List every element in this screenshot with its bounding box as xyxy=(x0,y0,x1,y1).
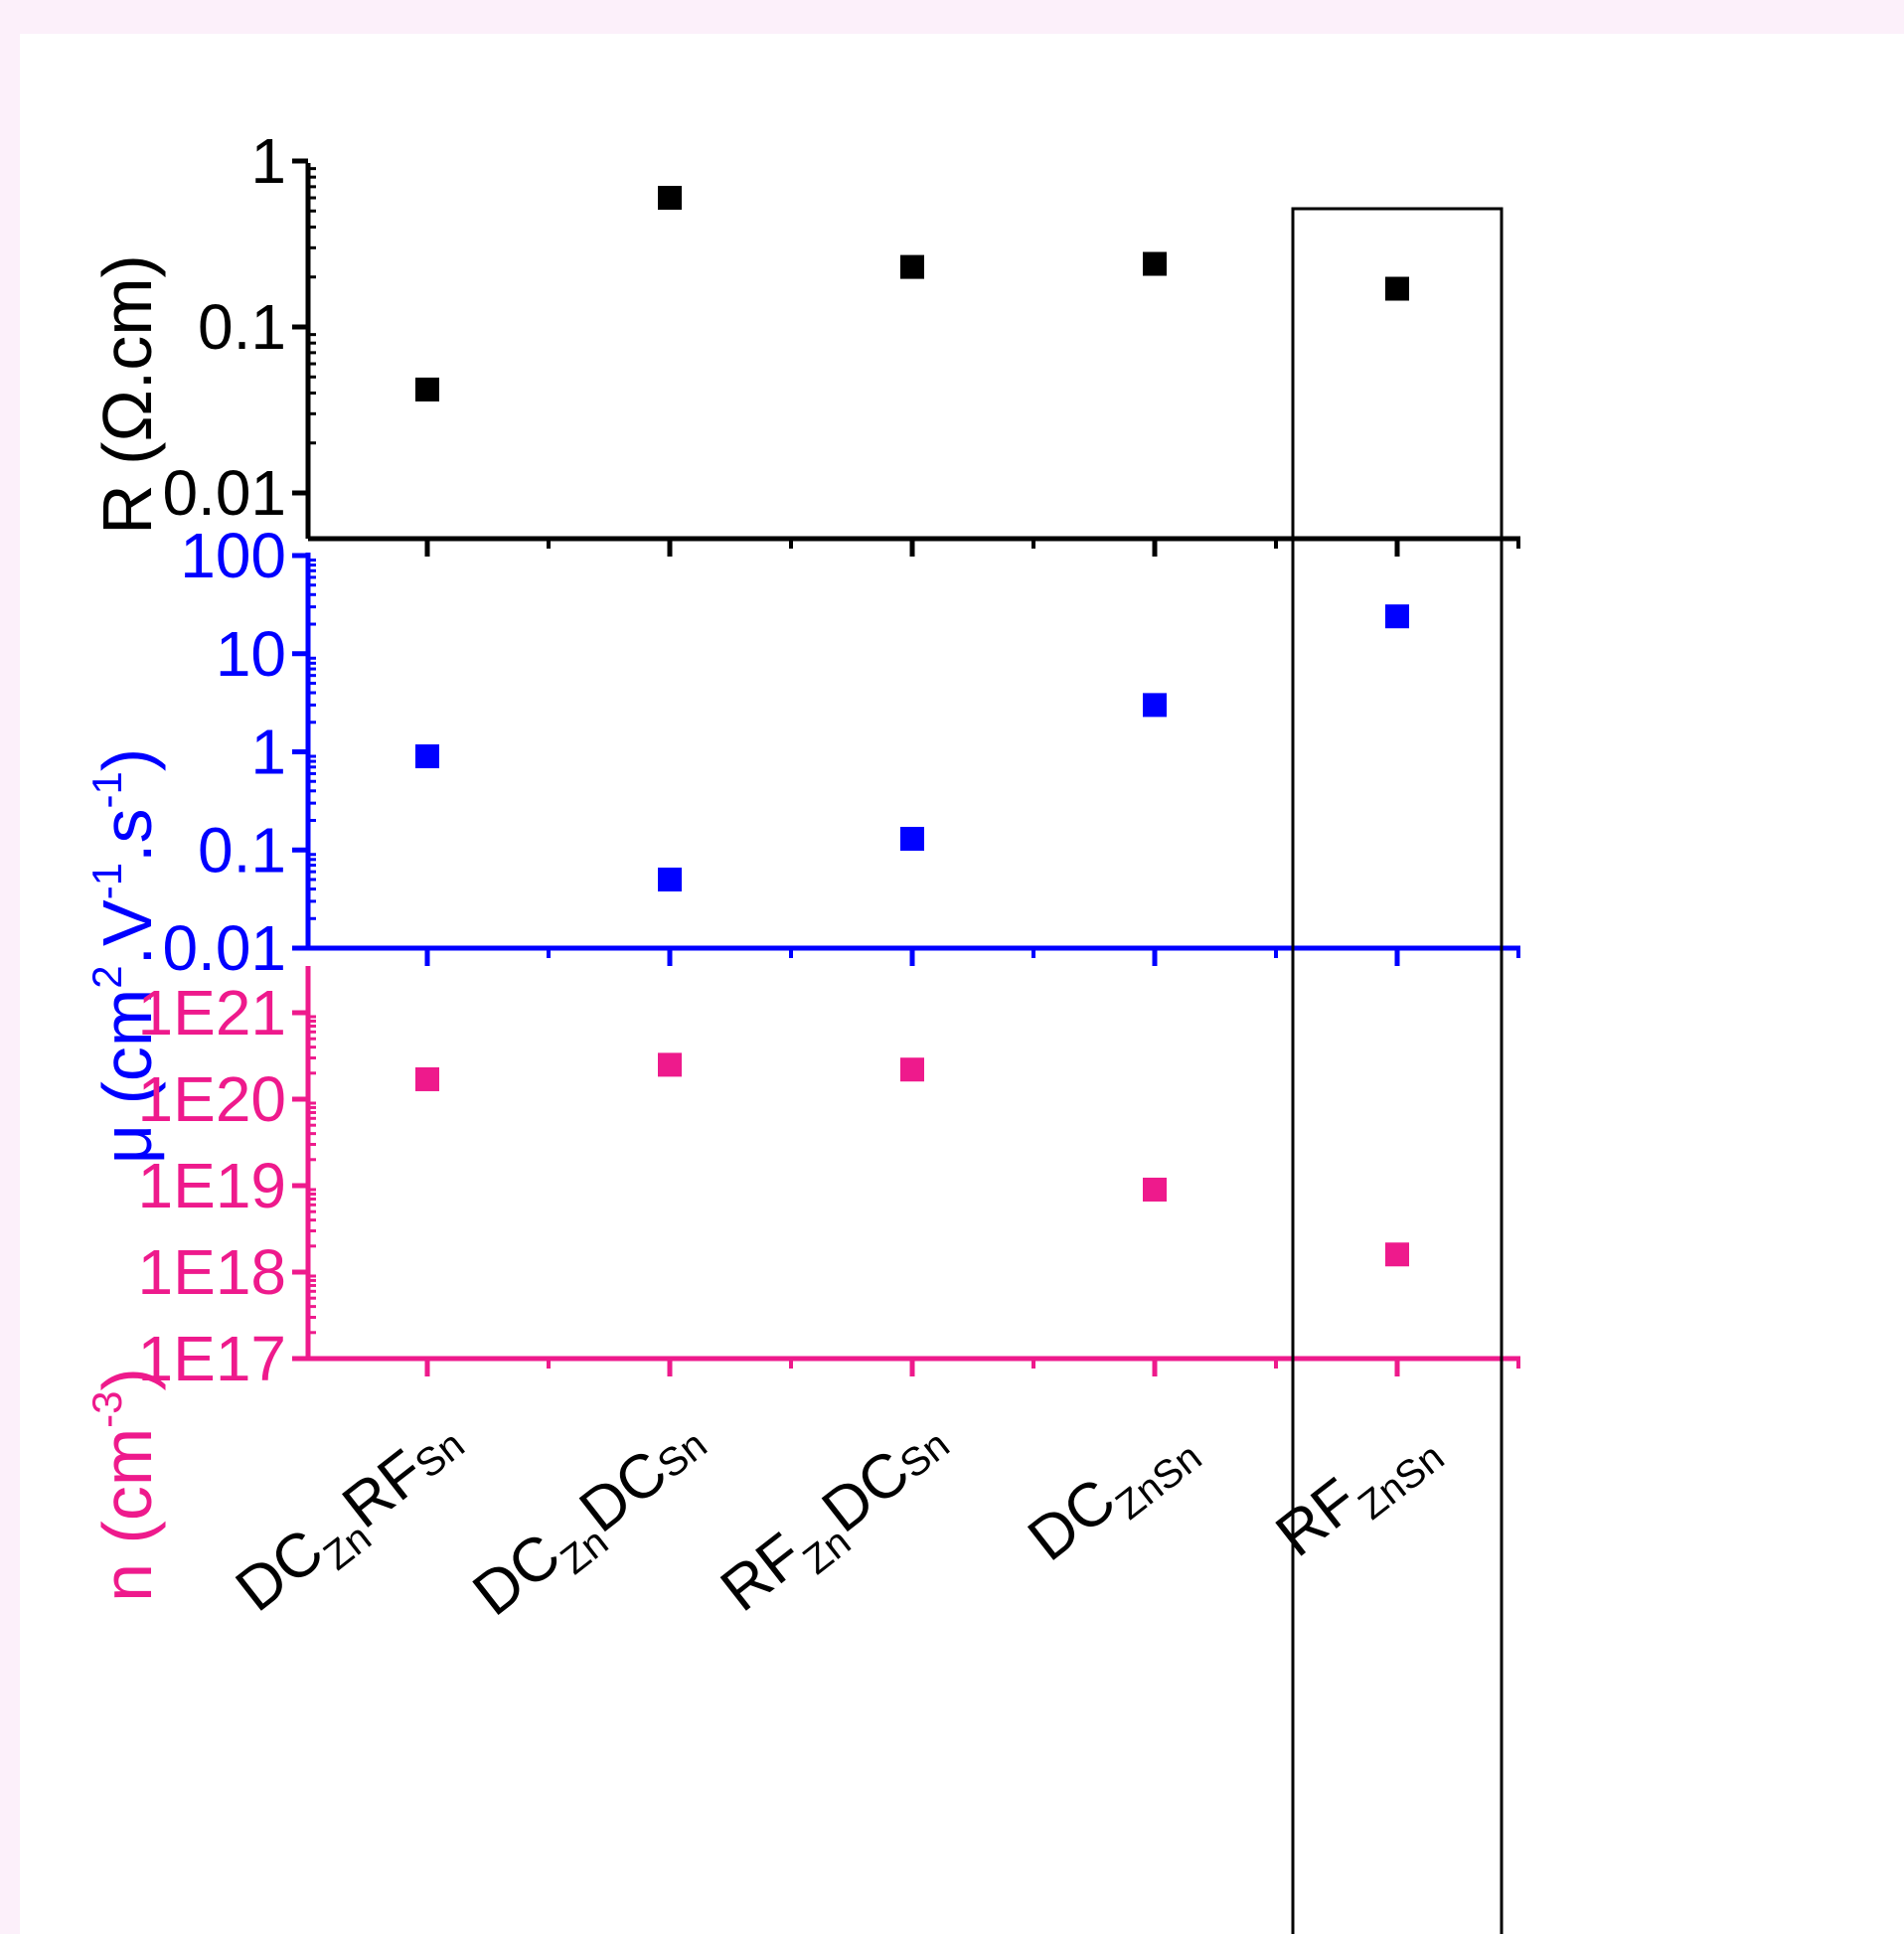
resistivity-point xyxy=(900,254,924,279)
mobility-tick-label: 100 xyxy=(180,520,286,591)
marks-layer xyxy=(415,186,1409,1267)
x-category-label-part: DC xyxy=(461,1521,573,1630)
x-category-label: DCZnRFSn xyxy=(224,1407,482,1634)
carrier_density-tick-label: 1E19 xyxy=(138,1150,286,1221)
mobility-point xyxy=(1385,604,1409,629)
resistivity-tick-label: 0.1 xyxy=(198,291,286,363)
carrier_density-tick-label: 1E21 xyxy=(138,977,286,1048)
mobility-point xyxy=(658,867,682,891)
mu-title-sup2: -1 xyxy=(83,863,130,899)
n-title-base: n (cm xyxy=(88,1428,166,1602)
carrier_density-tick-label: 1E20 xyxy=(138,1063,286,1135)
x-category-label: RFZnDCSn xyxy=(709,1407,967,1634)
carrier_density-point xyxy=(1143,1177,1167,1202)
mu-title-mid2: .s xyxy=(88,808,166,862)
carrier_density-point xyxy=(658,1052,682,1077)
mu-title-mid1: .V xyxy=(88,899,166,965)
mobility-point xyxy=(900,826,924,851)
n-title-end: ) xyxy=(88,1368,166,1390)
x-category-label: DCZnDCSn xyxy=(461,1407,725,1638)
r-axis-title: R (Ω.cm) xyxy=(88,254,166,535)
mu-title-base: μ (cm xyxy=(88,989,166,1164)
resistivity-point xyxy=(1143,251,1167,276)
mu-title-end: ) xyxy=(88,748,166,771)
mobility-tick-label: 0.1 xyxy=(198,814,286,886)
carrier_density-tick-label: 1E17 xyxy=(138,1323,286,1394)
mu-axis-title: μ (cm2.V-1.s-1) xyxy=(83,748,166,1164)
x-category-label-part: DC xyxy=(1016,1466,1128,1575)
mobility-tick-label: 10 xyxy=(216,618,286,690)
x-category-label-part: ZnSn xyxy=(1350,1435,1452,1529)
x-category-label-part: DC xyxy=(224,1516,336,1625)
carrier_density-point xyxy=(900,1057,924,1082)
resistivity-point xyxy=(658,186,682,211)
x-category-label-part: RF xyxy=(1264,1466,1371,1570)
x-category-label-part: ZnSn xyxy=(1108,1435,1209,1529)
resistivity-tick-label: 1 xyxy=(250,125,286,197)
carrier_density-point xyxy=(415,1066,439,1091)
resistivity-point xyxy=(1385,276,1409,301)
x-category-label-part: RF xyxy=(709,1521,816,1625)
mobility-point xyxy=(415,744,439,769)
mobility-point xyxy=(1143,693,1167,718)
highlight-box xyxy=(1291,207,1504,1934)
resistivity-point xyxy=(415,377,439,402)
mobility-tick-label: 0.01 xyxy=(162,912,286,984)
chart-svg: R (Ω.cm) μ (cm2.V-1.s-1) n (cm-3) 0.010.… xyxy=(83,125,1520,1934)
carrier_density-tick-label: 1E18 xyxy=(138,1236,286,1308)
n-axis-title: n (cm-3) xyxy=(83,1368,166,1602)
carrier_density-point xyxy=(1385,1242,1409,1267)
axes-layer: 0.01 0.1 1 0.01 0.1 1 10 100 1E17 1E18 1E19 1E20 1E2… xyxy=(138,125,1520,1394)
n-title-sup1: -3 xyxy=(83,1390,130,1427)
x-category-label: DCZnSn xyxy=(1016,1407,1209,1583)
mu-title-sup1: 2 xyxy=(83,965,130,988)
mu-title-sup3: -1 xyxy=(83,771,130,808)
resistivity-tick-label: 0.01 xyxy=(162,457,286,529)
chart-frame: R (Ω.cm) μ (cm2.V-1.s-1) n (cm-3) 0.01 0.… xyxy=(20,34,1904,1934)
mobility-tick-label: 1 xyxy=(250,717,286,788)
